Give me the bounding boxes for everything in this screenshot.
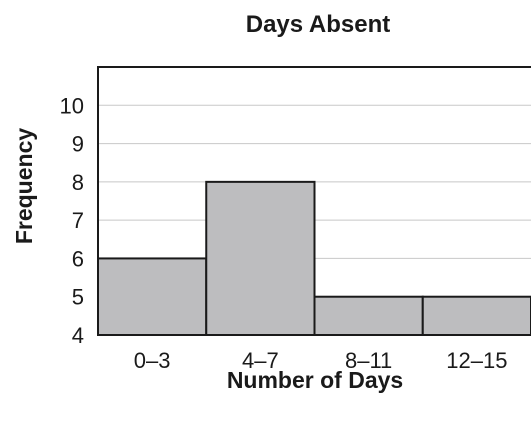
x-tick-label: 8–11: [345, 348, 392, 373]
plot-frame: [97, 66, 531, 336]
y-tick-labels: 4 5 6 7 8 9 10: [60, 93, 84, 348]
bar-3: [313, 295, 424, 337]
y-axis-title: Frequency: [11, 128, 37, 245]
y-tick-label: 10: [60, 93, 84, 118]
y-tick-label: 6: [72, 246, 84, 271]
x-axis-title: Number of Days: [227, 367, 403, 393]
x-tick-label: 12–15: [446, 348, 507, 373]
x-tick-label: 0–3: [134, 348, 171, 373]
y-tick-label: 8: [72, 170, 84, 195]
bar-4: [421, 295, 531, 337]
x-tick-label: 4–7: [242, 348, 279, 373]
y-tick-label: 7: [72, 208, 84, 233]
bar-2: [205, 180, 316, 336]
x-tick-labels: 0–3 4–7 8–11 12–15: [134, 348, 508, 373]
chart-title: Days Absent: [246, 11, 391, 38]
bar-1: [97, 257, 208, 336]
y-tick-label: 9: [72, 132, 84, 157]
y-tick-label: 4: [72, 323, 84, 348]
bars: [97, 180, 531, 337]
y-tick-label: 5: [72, 285, 84, 310]
